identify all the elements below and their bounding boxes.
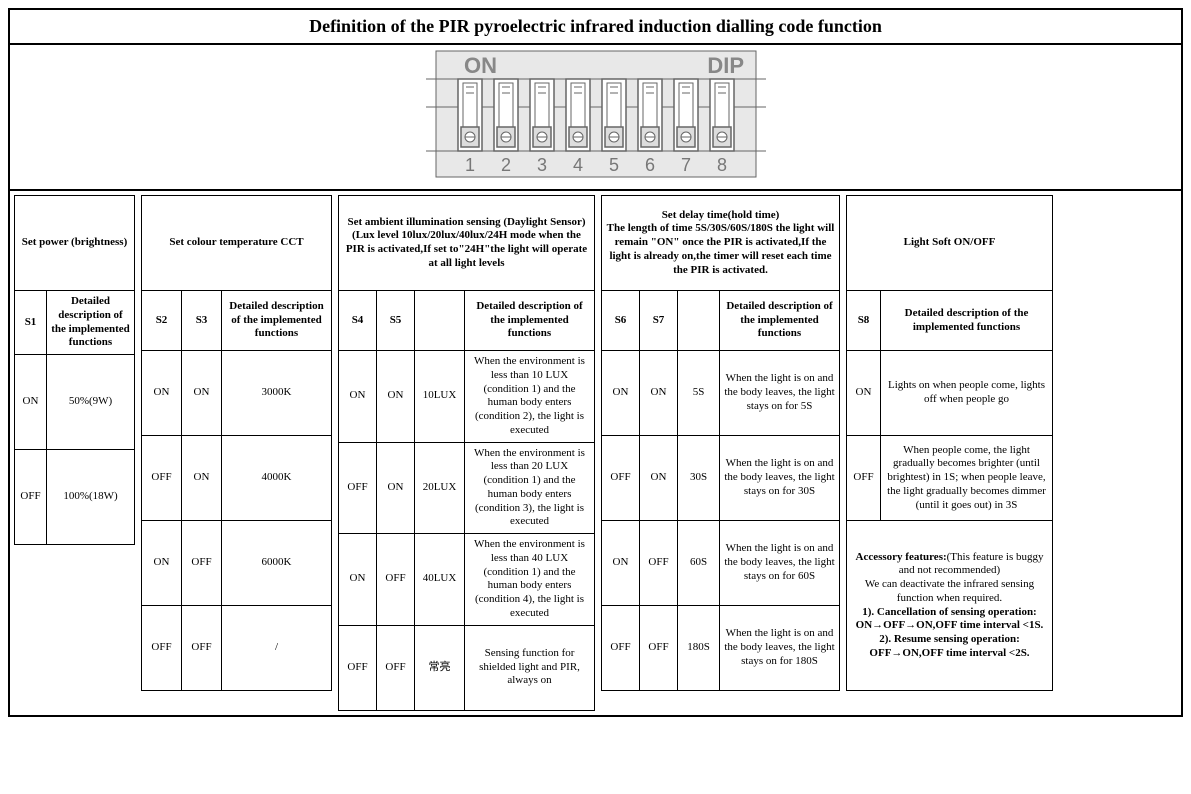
col-header: Detailed description of the implemented … [47, 291, 135, 355]
cell: 10LUX [415, 351, 465, 443]
cell: OFF [142, 436, 182, 521]
col-header: Detailed description of the implemented … [465, 291, 595, 351]
col-header: S2 [142, 291, 182, 351]
table-columns: Set power (brightness) S1 Detailed descr… [10, 191, 1181, 715]
cell: 4000K [222, 436, 332, 521]
cell: 20LUX [415, 442, 465, 534]
cell: OFF [182, 521, 222, 606]
cell: ON [602, 351, 640, 436]
cell: 180S [678, 606, 720, 691]
cell: 30S [678, 436, 720, 521]
cell: OFF [377, 625, 415, 710]
col-header: S3 [182, 291, 222, 351]
cell: When the environment is less than 40 LUX… [465, 534, 595, 626]
cell: ON [377, 351, 415, 443]
cell: OFF [15, 450, 47, 545]
cell: 常亮 [415, 625, 465, 710]
col-header: Detailed description of the implemented … [720, 291, 840, 351]
cell: When the light is on and the body leaves… [720, 351, 840, 436]
cell: OFF [640, 606, 678, 691]
svg-text:4: 4 [572, 155, 582, 175]
section-header: Set power (brightness) [15, 196, 135, 291]
section-header: Set ambient illumination sensing (Daylig… [339, 196, 595, 291]
svg-text:3: 3 [536, 155, 546, 175]
cell: OFF [339, 442, 377, 534]
cell: OFF [847, 436, 881, 521]
cell: When the environment is less than 10 LUX… [465, 351, 595, 443]
svg-text:1: 1 [464, 155, 474, 175]
svg-text:8: 8 [716, 155, 726, 175]
cell: OFF [602, 436, 640, 521]
cell: ON [339, 351, 377, 443]
svg-text:6: 6 [644, 155, 654, 175]
section-header: Set delay time(hold time)The length of t… [602, 196, 840, 291]
footnote-text: 2). Resume sensing operation: OFF→ON,OFF… [869, 633, 1029, 659]
cell: When the light is on and the body leaves… [720, 606, 840, 691]
cell: 5S [678, 351, 720, 436]
col-header [415, 291, 465, 351]
svg-text:7: 7 [680, 155, 690, 175]
dip-switch-diagram: ON DIP 1 2 3 4 5 6 7 8 [10, 45, 1181, 191]
footnote: Accessory features:(This feature is bugg… [847, 521, 1053, 691]
section-header: Set colour temperature CCT [142, 196, 332, 291]
cell: ON [847, 351, 881, 436]
cell: ON [377, 442, 415, 534]
cell: OFF [182, 606, 222, 691]
footnote-text: We can deactivate the infrared sensing f… [865, 578, 1034, 604]
cell: OFF [142, 606, 182, 691]
cell: 40LUX [415, 534, 465, 626]
col-header: Detailed description of the implemented … [881, 291, 1053, 351]
cell: ON [182, 351, 222, 436]
cell: 3000K [222, 351, 332, 436]
col-header: S4 [339, 291, 377, 351]
cell: Lights on when people come, lights off w… [881, 351, 1053, 436]
footnote-label: Accessory features: [856, 551, 947, 563]
cell: When the light is on and the body leaves… [720, 436, 840, 521]
document-frame: Definition of the PIR pyroelectric infra… [8, 8, 1183, 717]
col-header: S6 [602, 291, 640, 351]
cell: OFF [339, 625, 377, 710]
cell: ON [182, 436, 222, 521]
cell: ON [142, 521, 182, 606]
cell: When the light is on and the body leaves… [720, 521, 840, 606]
cell: When the environment is less than 20 LUX… [465, 442, 595, 534]
col-header: S7 [640, 291, 678, 351]
cell: When people come, the light gradually be… [881, 436, 1053, 521]
dip-switch-svg: ON DIP 1 2 3 4 5 6 7 8 [426, 49, 766, 179]
svg-text:ON: ON [464, 53, 497, 78]
cell: 100%(18W) [47, 450, 135, 545]
page-title: Definition of the PIR pyroelectric infra… [10, 10, 1181, 45]
cell: ON [15, 355, 47, 450]
section-soft: Light Soft ON/OFF S8 Detailed descriptio… [846, 195, 1053, 691]
cell: ON [602, 521, 640, 606]
cell: ON [142, 351, 182, 436]
section-lux: Set ambient illumination sensing (Daylig… [338, 195, 595, 711]
svg-text:5: 5 [608, 155, 618, 175]
cell: OFF [377, 534, 415, 626]
cell: 60S [678, 521, 720, 606]
section-power: Set power (brightness) S1 Detailed descr… [14, 195, 135, 545]
cell: / [222, 606, 332, 691]
col-header: S8 [847, 291, 881, 351]
cell: Sensing function for shielded light and … [465, 625, 595, 710]
col-header: Detailed description of the implemented … [222, 291, 332, 351]
cell: 50%(9W) [47, 355, 135, 450]
section-delay: Set delay time(hold time)The length of t… [601, 195, 840, 691]
col-header [678, 291, 720, 351]
cell: ON [640, 436, 678, 521]
svg-text:2: 2 [500, 155, 510, 175]
section-header: Light Soft ON/OFF [847, 196, 1053, 291]
cell: ON [339, 534, 377, 626]
footnote-text: 1). Cancellation of sensing operation: O… [856, 606, 1044, 632]
cell: 6000K [222, 521, 332, 606]
cell: OFF [640, 521, 678, 606]
section-cct: Set colour temperature CCT S2 S3 Detaile… [141, 195, 332, 691]
col-header: S1 [15, 291, 47, 355]
col-header: S5 [377, 291, 415, 351]
cell: ON [640, 351, 678, 436]
svg-text:DIP: DIP [707, 53, 744, 78]
cell: OFF [602, 606, 640, 691]
